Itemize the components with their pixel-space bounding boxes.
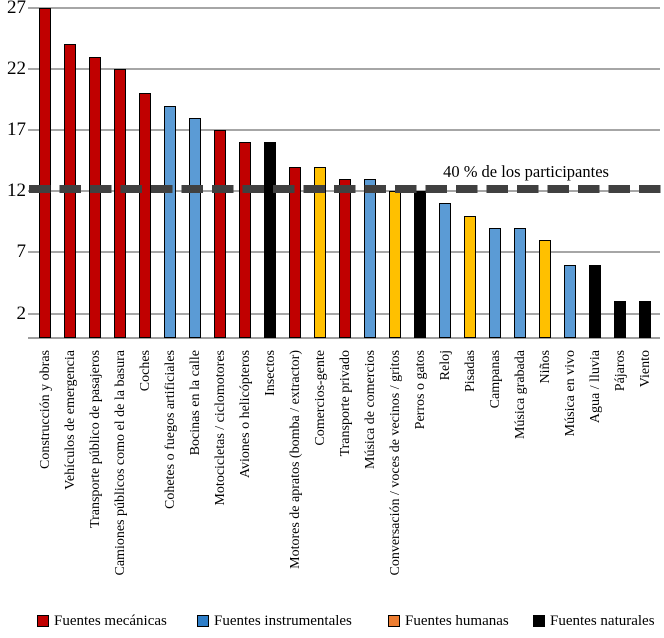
bar xyxy=(189,117,201,338)
x-axis-label: Camiones públicos como el de la basura xyxy=(112,350,128,576)
legend-item: Fuentes instrumentales xyxy=(197,611,352,631)
bar xyxy=(239,142,251,338)
x-axis-label: Motores de apratos (bomba / extractor) xyxy=(287,350,303,569)
bar xyxy=(564,264,576,338)
legend-item: Fuentes mecánicas xyxy=(37,611,167,631)
x-axis-label: Transporte público de pasajeros xyxy=(87,350,103,528)
bar xyxy=(614,301,626,338)
y-tick-label: 12 xyxy=(7,180,26,202)
x-axis-label: Música grabada xyxy=(512,350,528,440)
x-axis-label: Niños xyxy=(537,350,553,384)
legend-label: Fuentes instrumentales xyxy=(214,613,352,629)
x-axis-label: Conversación / voces de vecinos / gritos xyxy=(387,350,403,576)
bar xyxy=(339,178,351,338)
legend-swatch-mecanicas xyxy=(37,615,49,627)
x-axis-label: Motocicletas / ciclomotores xyxy=(212,350,228,506)
bar xyxy=(489,227,501,338)
x-axis-label: Construcción y obras xyxy=(37,350,53,469)
legend-swatch-instrumentales xyxy=(197,615,209,627)
x-axis-label: Aviones o helicópteros xyxy=(237,350,253,479)
legend-label: Fuentes mecánicas xyxy=(54,613,167,629)
x-axis-label: Campanas xyxy=(487,350,503,409)
bar xyxy=(114,68,126,338)
legend-item: Fuentes humanas xyxy=(388,611,509,631)
bar xyxy=(214,130,226,338)
bar xyxy=(464,215,476,338)
legend-label: Fuentes humanas xyxy=(405,613,509,629)
x-axis-label: Cohetes o fuegos artificiales xyxy=(162,350,178,510)
x-axis-label: Reloj xyxy=(437,350,453,381)
bar xyxy=(439,203,451,338)
x-axis-label: Insectos xyxy=(262,350,278,396)
bar xyxy=(289,166,301,338)
x-axis-label: Agua / lluvia xyxy=(587,350,603,424)
x-axis-label: Música de comercios xyxy=(362,350,378,469)
legend-swatch-naturales xyxy=(533,615,545,627)
y-tick-label: 2 xyxy=(16,302,27,324)
legend-item: Fuentes naturales xyxy=(533,611,655,631)
bar xyxy=(514,227,526,338)
x-axis-label: Viento xyxy=(637,350,653,388)
bar xyxy=(539,240,551,338)
reference-line-label: 40 % de los participantes xyxy=(443,162,609,181)
bar xyxy=(589,264,601,338)
x-axis-label: Pájaros xyxy=(612,350,628,392)
gridline xyxy=(28,6,660,9)
x-axis-label: Perros o gatos xyxy=(412,350,428,430)
bar xyxy=(314,166,326,338)
gridline xyxy=(28,67,660,70)
y-tick-label: 17 xyxy=(7,119,26,141)
x-axis-label: Vehículos de emergencia xyxy=(62,350,78,490)
bar xyxy=(164,105,176,338)
y-tick-label: 27 xyxy=(7,0,26,18)
x-axis-label: Bocinas en la calle xyxy=(187,350,203,456)
bar xyxy=(89,56,101,338)
gridline xyxy=(28,129,660,132)
legend: Fuentes mecánicas Fuentes instrumentales F… xyxy=(0,611,664,635)
x-axis-label: Pisadas xyxy=(462,350,478,392)
bar xyxy=(139,93,151,338)
x-axis-label: Coches xyxy=(137,350,153,392)
y-tick-label: 22 xyxy=(7,57,26,79)
x-axis-label: Música en vivo xyxy=(562,350,578,437)
bar xyxy=(414,191,426,338)
y-tick-label: 7 xyxy=(16,241,27,263)
legend-swatch-humanas xyxy=(388,615,400,627)
dashed-reference-line xyxy=(29,184,662,193)
bar xyxy=(389,191,401,338)
x-axis-label: Comercios-gente xyxy=(312,350,328,446)
bar xyxy=(639,301,651,338)
bar xyxy=(264,142,276,338)
bar xyxy=(364,178,376,338)
legend-label: Fuentes naturales xyxy=(550,613,655,629)
x-axis-line xyxy=(28,337,660,340)
bar xyxy=(39,7,51,338)
x-axis-label: Transporte privado xyxy=(337,350,353,457)
